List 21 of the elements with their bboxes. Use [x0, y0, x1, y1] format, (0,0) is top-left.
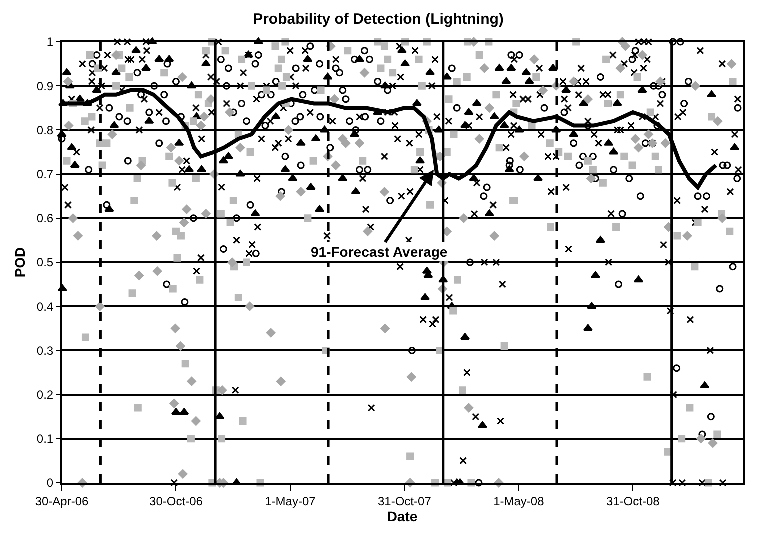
x-tick-label: 1-May-08 — [494, 494, 545, 508]
x-tick-label: 1-May-07 — [265, 494, 316, 508]
y-tick-label: 0.5 — [36, 256, 54, 270]
y-tick-label: 0.6 — [36, 212, 54, 226]
y-tick-label: 0.1 — [36, 432, 54, 446]
x-tick-label: 31-Oct-07 — [378, 494, 432, 508]
x-axis-title: Date — [387, 508, 418, 524]
x-tick-label: 30-Apr-06 — [35, 494, 89, 508]
y-tick-label: 0.4 — [36, 300, 54, 314]
y-tick-label: 0.7 — [36, 168, 54, 182]
y-tick-label: 0.3 — [36, 344, 54, 358]
y-tick-label: 0 — [46, 476, 54, 490]
x-tick-label: 30-Oct-06 — [150, 494, 204, 508]
y-tick-label: 0.8 — [36, 123, 54, 138]
chart-title: Probability of Detection (Lightning) — [253, 11, 504, 28]
x-tick-label: 31-Oct-08 — [606, 494, 660, 508]
annotation: 91-Forecast Average — [311, 244, 448, 260]
y-tick-label: 0.2 — [36, 388, 54, 402]
y-tick-label: 1 — [46, 35, 54, 50]
y-tick-label: 0.9 — [36, 79, 54, 94]
y-axis-title: POD — [12, 247, 28, 278]
